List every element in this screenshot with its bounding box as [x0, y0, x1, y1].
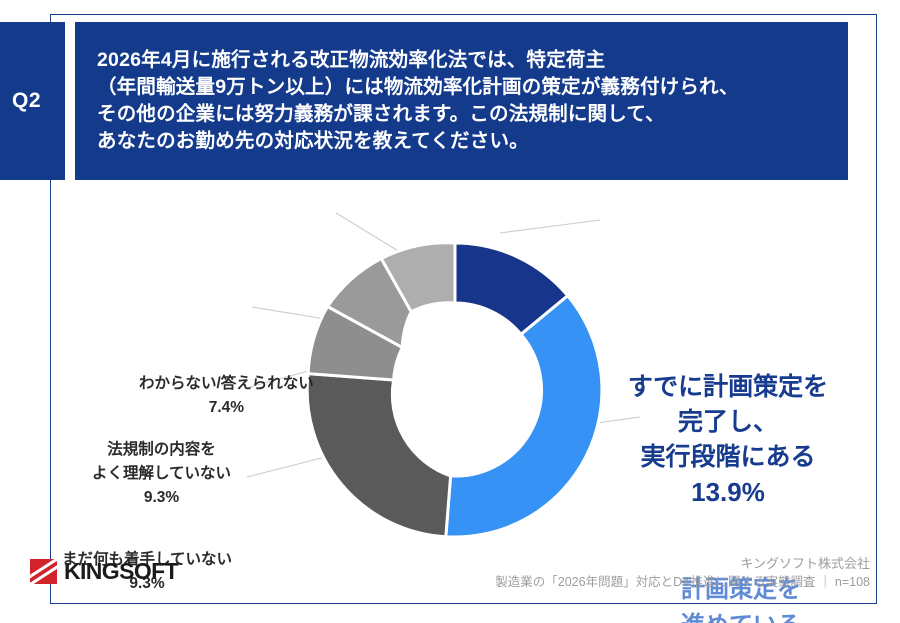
callout-unknown-name: わからない/答えられない — [139, 375, 314, 392]
footer: KINGSOFT キングソフト株式会社 製造業の「2026年問題」対応とDX推進… — [0, 545, 900, 605]
callout-unknown: わからない/答えられない 7.4% — [139, 372, 314, 420]
leader-line-unknown — [335, 212, 406, 256]
donut-segments — [305, 241, 604, 539]
callout-in-progress-name-2: 進めている — [681, 612, 801, 623]
kingsoft-mark-icon — [30, 559, 57, 584]
footer-credits: キングソフト株式会社 製造業の「2026年問題」対応とDX推進に関する実態調査 … — [495, 554, 870, 592]
question-number-label: Q2 — [11, 89, 41, 112]
callout-completed-name-2: 完了し、 — [677, 408, 778, 436]
question-line-2: （年間輸送量9万トン以上）には物流効率化計画の策定が義務付けられ、 — [97, 76, 739, 98]
footer-company-name: キングソフト株式会社 — [740, 556, 870, 571]
question-line-3: その他の企業には努力義務が課されます。この法規制に関して、 — [97, 103, 665, 125]
question-line-1: 2026年4月に施行される改正物流効率化法では、特定荷主 — [97, 49, 606, 71]
callout-completed-value: 13.9% — [691, 477, 765, 507]
segment-unknown[interactable] — [379, 241, 457, 314]
callout-unknown-value: 7.4% — [208, 399, 245, 416]
leader-line-completed — [499, 219, 601, 234]
question-number-badge: Q2 — [0, 22, 65, 180]
callout-not-understood-name-1: 法規制の内容を — [107, 441, 216, 458]
callout-in-progress: 計画策定を 進めている 35.1% — [616, 572, 866, 623]
callout-completed-name-1: すでに計画策定を — [627, 373, 829, 401]
segment-info-gathering[interactable] — [305, 371, 453, 539]
footer-survey-name: 製造業の「2026年問題」対応とDX推進に関する実態調査 ｜ n=108 — [495, 575, 870, 589]
question-line-4: あなたのお勤め先の対応状況を教えてください。 — [97, 130, 529, 152]
kingsoft-logo: KINGSOFT — [30, 558, 179, 585]
kingsoft-logo-text: KINGSOFT — [64, 558, 179, 584]
segment-in-progress[interactable] — [444, 293, 604, 539]
callout-not-started-name: まだ何も着手していない — [62, 551, 233, 568]
callout-not-understood-value: 9.3% — [143, 489, 180, 506]
question-text-box: 2026年4月に施行される改正物流効率化法では、特定荷主 （年間輸送量9万トン以… — [75, 22, 848, 180]
callout-completed-name-3: 実行段階にある — [640, 443, 816, 471]
callout-not-understood: 法規制の内容を よく理解していない 9.3% — [92, 438, 231, 510]
callout-not-started: まだ何も着手していない 9.3% — [62, 548, 232, 596]
callout-completed: すでに計画策定を 完了し、 実行段階にある 13.9% — [584, 370, 872, 510]
donut-chart — [246, 212, 641, 539]
donut-chart-area: わからない/答えられない 7.4% 法規制の内容を よく理解していない 9.3%… — [0, 180, 900, 623]
callout-not-started-value: 9.3% — [129, 575, 165, 592]
callout-not-understood-name-2: よく理解していない — [92, 465, 232, 482]
callout-in-progress-name-1: 計画策定を — [681, 576, 801, 603]
